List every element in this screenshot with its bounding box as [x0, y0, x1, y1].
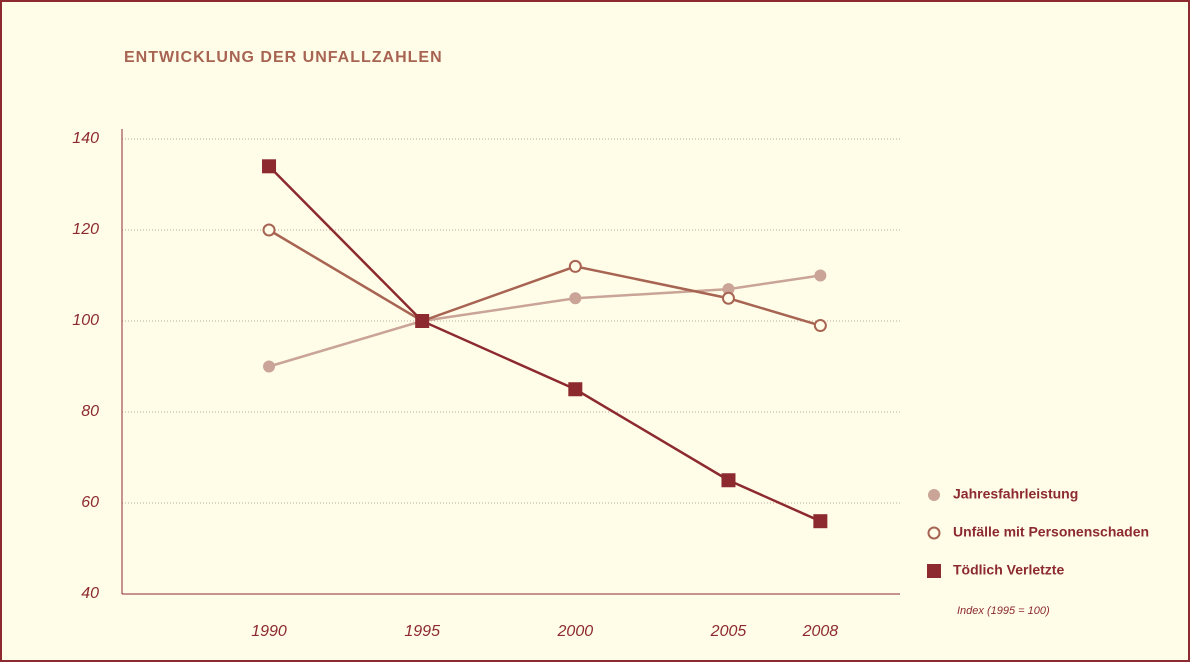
- data-point: [262, 159, 277, 174]
- data-point: [415, 314, 430, 328]
- index-note: Index (1995 = 100): [957, 605, 1050, 617]
- x-tick-label: 2005: [710, 623, 747, 640]
- y-tick-label: 80: [81, 403, 99, 420]
- data-point: [813, 514, 828, 529]
- data-point: [814, 269, 827, 282]
- x-tick-label: 1990: [251, 623, 287, 640]
- x-tick-label: 2008: [802, 623, 839, 640]
- legend-label: Unfälle mit Personenschaden: [953, 524, 1149, 540]
- data-point: [721, 473, 736, 488]
- y-tick-label: 120: [72, 221, 99, 238]
- y-tick-label: 100: [72, 312, 99, 329]
- data-point: [721, 291, 735, 305]
- legend-marker: [927, 526, 941, 540]
- data-point: [568, 382, 583, 397]
- data-point: [262, 223, 276, 237]
- x-tick-label: 1995: [404, 623, 440, 640]
- data-point: [813, 319, 827, 333]
- data-point: [569, 292, 582, 305]
- x-tick-label: 2000: [557, 623, 594, 640]
- data-point: [568, 259, 582, 273]
- legend-marker: [927, 564, 941, 578]
- data-point: [263, 360, 276, 373]
- y-tick-label: 40: [81, 585, 99, 602]
- legend-label: Jahresfahrleistung: [953, 486, 1078, 502]
- data-point: [722, 283, 735, 296]
- y-tick-label: 60: [81, 494, 99, 511]
- legend-marker: [928, 489, 940, 501]
- chart-title: ENTWICKLUNG DER UNFALLZAHLEN: [124, 49, 443, 66]
- legend-label: Tödlich Verletzte: [953, 562, 1064, 578]
- y-tick-label: 140: [72, 130, 99, 147]
